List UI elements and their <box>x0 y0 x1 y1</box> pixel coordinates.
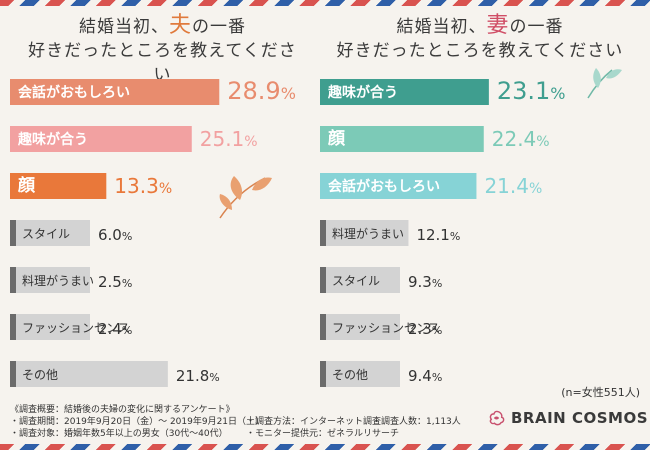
husband-bar-series: 会話がおもしろい 28.9% 趣味が合う 25.1% 顔 13.3% スタイル 6.0% 料理が… <box>10 77 296 387</box>
title-wife-highlight: 妻 <box>486 13 510 38</box>
husband-category-label-0: 会話がおもしろい <box>18 84 130 101</box>
wife-value-label-0: 23.1% <box>497 77 566 105</box>
title-husband-line1a: 結婚当初、 <box>78 17 169 37</box>
wife-category-label-5: ファッションセンス <box>332 321 440 335</box>
husband-bar-1 <box>10 126 192 152</box>
wife-category-label-0: 趣味が合う <box>327 84 398 101</box>
survey-overview: 《調査概要：結婚後の夫婦の変化に関するアンケート》 <box>10 405 235 415</box>
wife-value-label-4: 9.3% <box>408 273 442 291</box>
wife-value-label-5: 2.3% <box>408 320 442 338</box>
husband-bar-4 <box>10 267 90 293</box>
wife-bar-accent-4 <box>320 267 326 293</box>
brain-cosmos-logo-icon <box>489 410 505 426</box>
wife-bar-accent-6 <box>320 361 326 387</box>
wife-bar-4 <box>320 267 400 293</box>
logo-text: BRAIN COSMOS <box>511 409 648 427</box>
airmail-border-bottom <box>0 444 650 450</box>
husband-category-label-3: スタイル <box>22 227 70 241</box>
wife-category-label-3: 料理がうまい <box>332 226 404 241</box>
title-husband-line1b: の一番 <box>192 17 246 37</box>
husband-value-label-6: 21.8% <box>176 367 220 385</box>
survey-period: ・調査期間：2019年9月20日（金）～ 2019年9月21日（土） <box>10 417 265 427</box>
husband-value-label-5: 2.4% <box>98 320 132 338</box>
survey-target: ・調査対象：婚姻年数5年以上の男女（30代〜40代） <box>10 429 228 439</box>
wife-bar-2 <box>320 173 477 199</box>
wife-category-label-1: 顔 <box>327 128 346 149</box>
wife-bar-0 <box>320 79 489 105</box>
wife-bar-accent-5 <box>320 314 326 340</box>
wife-value-label-3: 12.1% <box>416 226 460 244</box>
title-husband-highlight: 夫 <box>168 13 192 38</box>
title-wife: 結婚当初、妻の一番 好きだったところを教えてください <box>335 14 625 63</box>
title-wife-line1b: の一番 <box>509 17 564 37</box>
husband-bar-accent-6 <box>10 361 16 387</box>
title-wife-line2: 好きだったところを教えてください <box>336 41 624 61</box>
husband-value-label-1: 25.1% <box>200 127 258 151</box>
airmail-border-top <box>0 0 650 6</box>
wife-category-label-4: スタイル <box>332 274 380 288</box>
husband-value-label-3: 6.0% <box>98 226 132 244</box>
leaf-decoration-left <box>219 176 272 219</box>
leaf-decoration-right <box>587 68 622 99</box>
husband-category-label-1: 趣味が合う <box>17 131 88 148</box>
sample-size-note: (n=女性551人) <box>561 386 640 399</box>
survey-method: ・調査方法：インターネット調査 <box>246 417 382 427</box>
husband-category-label-2: 顔 <box>17 175 36 196</box>
wife-value-label-6: 9.4% <box>408 367 442 385</box>
wife-bar-1 <box>320 126 484 152</box>
husband-value-label-4: 2.5% <box>98 273 132 291</box>
wife-category-label-6: その他 <box>332 368 368 382</box>
wife-value-label-1: 22.4% <box>492 127 550 151</box>
husband-bar-accent-3 <box>10 220 16 246</box>
wife-bar-accent-3 <box>320 220 326 246</box>
wife-bar-5 <box>320 314 400 340</box>
survey-provider: ・モニター提供元：ゼネラルリサーチ <box>246 429 400 439</box>
husband-bar-accent-5 <box>10 314 16 340</box>
husband-bar-5 <box>10 314 90 340</box>
husband-value-label-0: 28.9% <box>227 77 296 105</box>
brain-cosmos-logo: BRAIN COSMOS <box>488 403 648 433</box>
title-wife-line1a: 結婚当初、 <box>396 17 487 37</box>
husband-bar-6 <box>10 361 168 387</box>
survey-count: ・調査人数：1,113人 <box>372 417 461 427</box>
husband-category-label-4: 料理がうまい <box>22 273 94 288</box>
wife-bar-3 <box>320 220 409 246</box>
husband-category-label-6: その他 <box>22 368 58 382</box>
husband-bar-accent-4 <box>10 267 16 293</box>
husband-value-label-2: 13.3% <box>114 174 172 198</box>
husband-bar-3 <box>10 220 90 246</box>
husband-bar-0 <box>10 79 220 105</box>
wife-bar-6 <box>320 361 400 387</box>
wife-value-label-2: 21.4% <box>484 174 542 198</box>
wife-category-label-2: 会話がおもしろい <box>328 178 440 195</box>
husband-category-label-5: ファッションセンス <box>22 321 130 335</box>
husband-bar-2 <box>10 173 107 199</box>
wife-bar-series: 趣味が合う 23.1% 顔 22.4% 会話がおもしろい 21.4% 料理がうまい 12.1%… <box>320 77 566 387</box>
title-husband: 結婚当初、夫の一番 好きだったところを教えてください <box>20 14 305 87</box>
